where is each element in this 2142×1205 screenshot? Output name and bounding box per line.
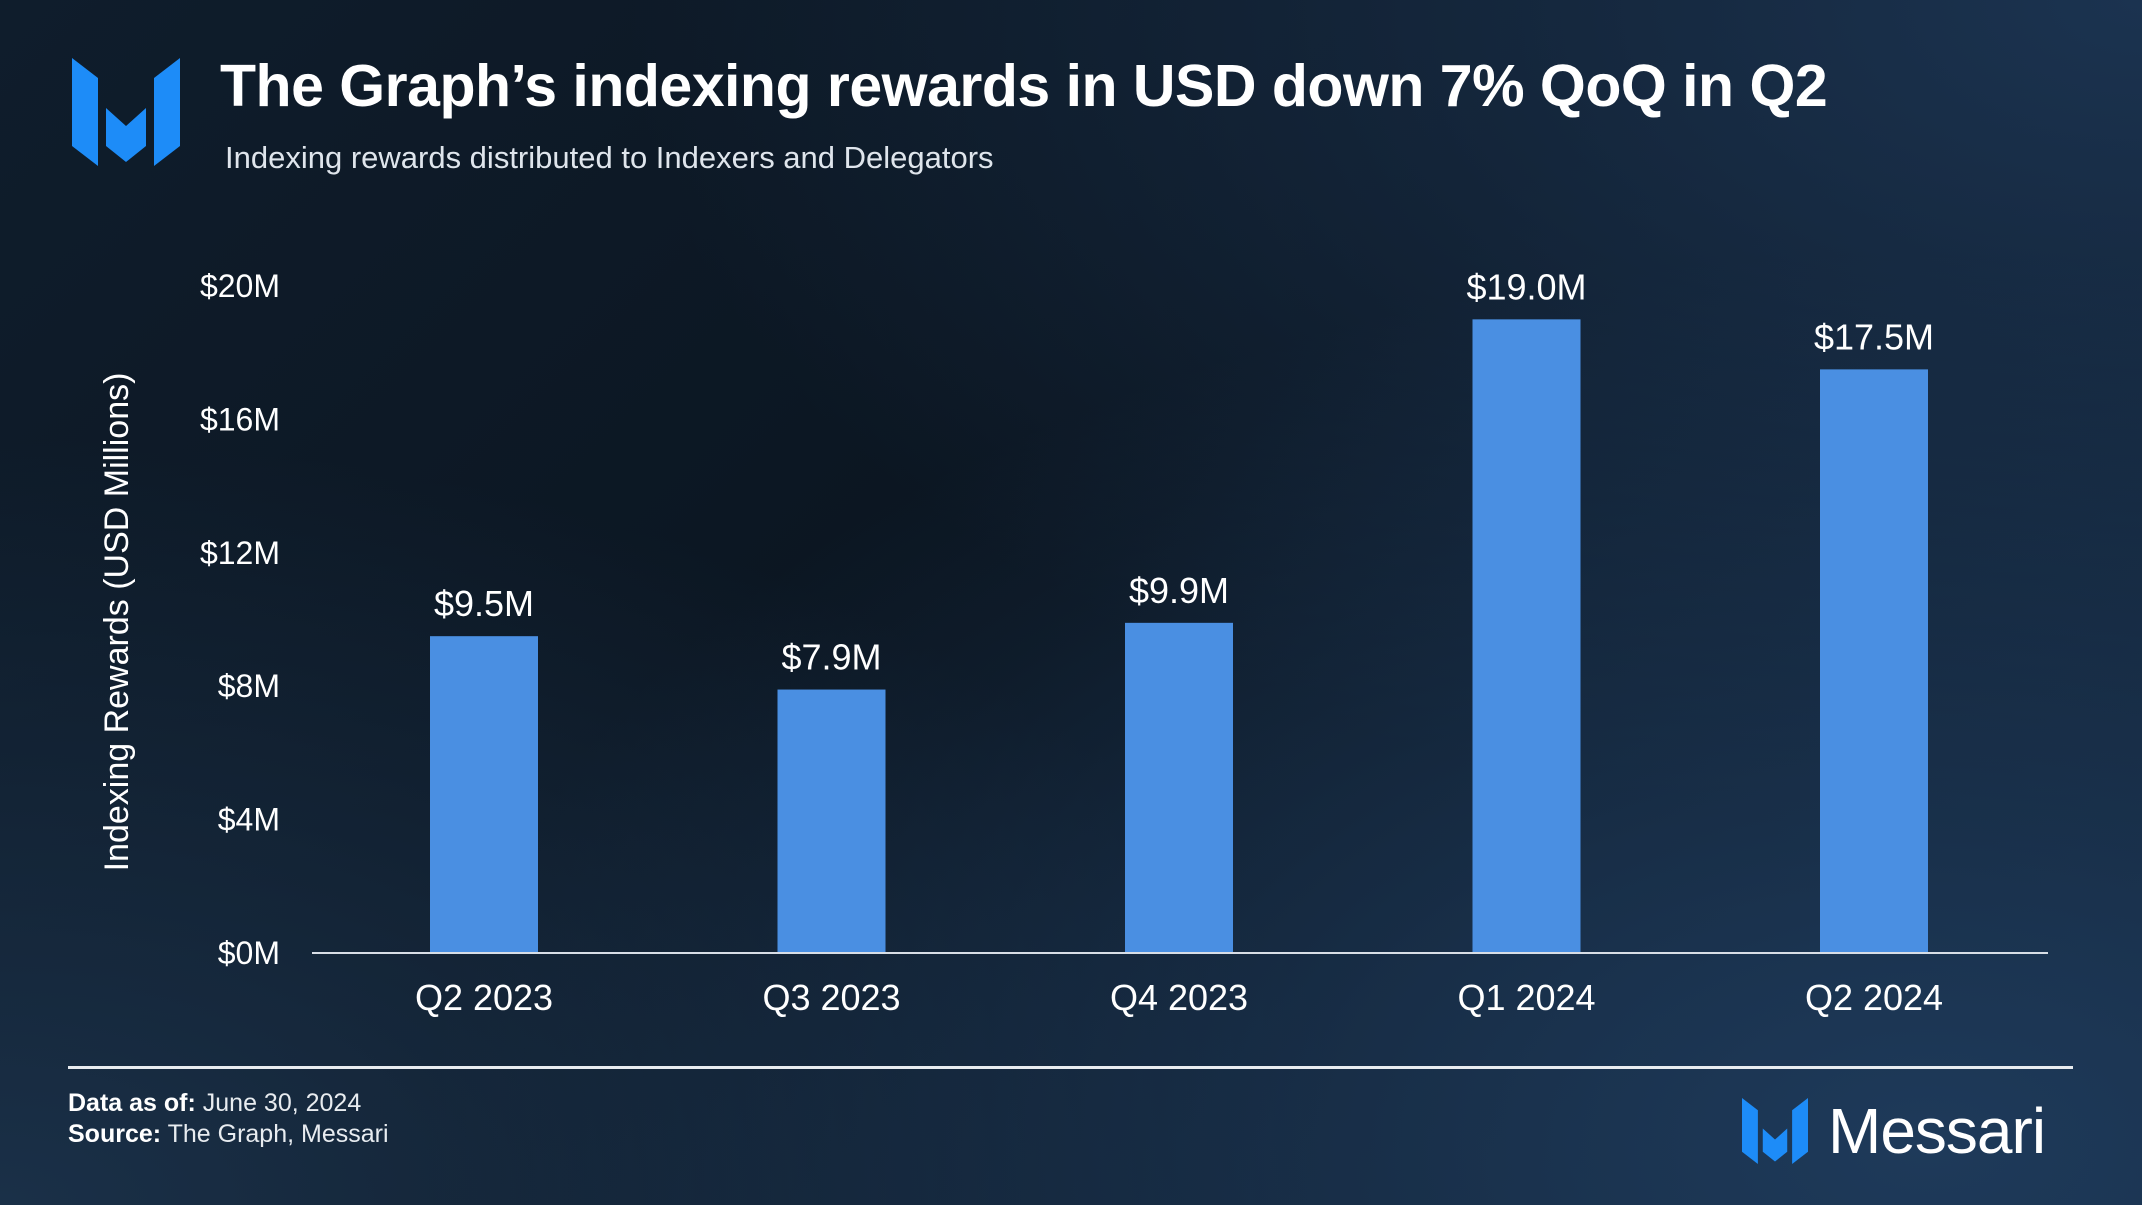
- bar-value-label: $17.5M: [1814, 316, 1934, 357]
- y-tick-label: $20M: [200, 268, 280, 304]
- data-as-of: Data as of: June 30, 2024: [68, 1089, 361, 1118]
- x-tick-label: Q1 2024: [1457, 977, 1595, 1018]
- chart-subtitle: Indexing rewards distributed to Indexers…: [225, 140, 994, 175]
- x-axis-ticks: Q2 2023 Q3 2023 Q4 2023 Q1 2024 Q2 2024: [415, 977, 1943, 1018]
- source-label: Source:: [68, 1120, 162, 1148]
- bars: [430, 319, 1928, 954]
- bar: [1472, 319, 1581, 954]
- bar-value-label: $9.5M: [434, 583, 534, 624]
- messari-brand-icon: [1742, 1098, 1808, 1164]
- source: Source: The Graph, Messari: [68, 1120, 389, 1149]
- y-tick-label: $0M: [218, 935, 280, 971]
- bar-chart: $0M $4M $8M $12M $16M $20M $9.5M $7.9M $9.9M $19…: [98, 266, 2048, 1018]
- footer-divider: [68, 1066, 2073, 1069]
- bar: [777, 689, 886, 953]
- x-tick-label: Q2 2023: [415, 977, 553, 1018]
- source-value: The Graph, Messari: [167, 1120, 389, 1148]
- bar-value-label: $19.0M: [1466, 266, 1586, 307]
- chart-title: The Graph’s indexing rewards in USD down…: [220, 53, 1828, 119]
- messari-brand: Messari: [1742, 1095, 2046, 1167]
- y-axis-label: Indexing Rewards (USD Millions): [98, 373, 136, 872]
- x-tick-label: Q2 2024: [1805, 977, 1943, 1018]
- y-tick-label: $16M: [200, 401, 280, 437]
- bar: [1125, 622, 1233, 953]
- bar: [1820, 369, 1928, 953]
- y-tick-label: $12M: [200, 535, 280, 571]
- x-tick-label: Q4 2023: [1110, 977, 1248, 1018]
- x-tick-label: Q3 2023: [762, 977, 900, 1018]
- bar-value-label: $7.9M: [781, 637, 881, 678]
- data-as-of-value: June 30, 2024: [202, 1089, 362, 1117]
- brand-name: Messari: [1828, 1095, 2046, 1167]
- data-as-of-label: Data as of:: [68, 1089, 196, 1117]
- bar: [430, 636, 538, 953]
- bar-value-labels: $9.5M $7.9M $9.9M $19.0M $17.5M: [434, 266, 1934, 677]
- messari-logo-icon: [72, 58, 180, 166]
- y-tick-label: $8M: [218, 668, 280, 704]
- y-tick-label: $4M: [218, 802, 280, 838]
- bar-value-label: $9.9M: [1129, 570, 1229, 611]
- y-axis-ticks: $0M $4M $8M $12M $16M $20M: [200, 268, 280, 971]
